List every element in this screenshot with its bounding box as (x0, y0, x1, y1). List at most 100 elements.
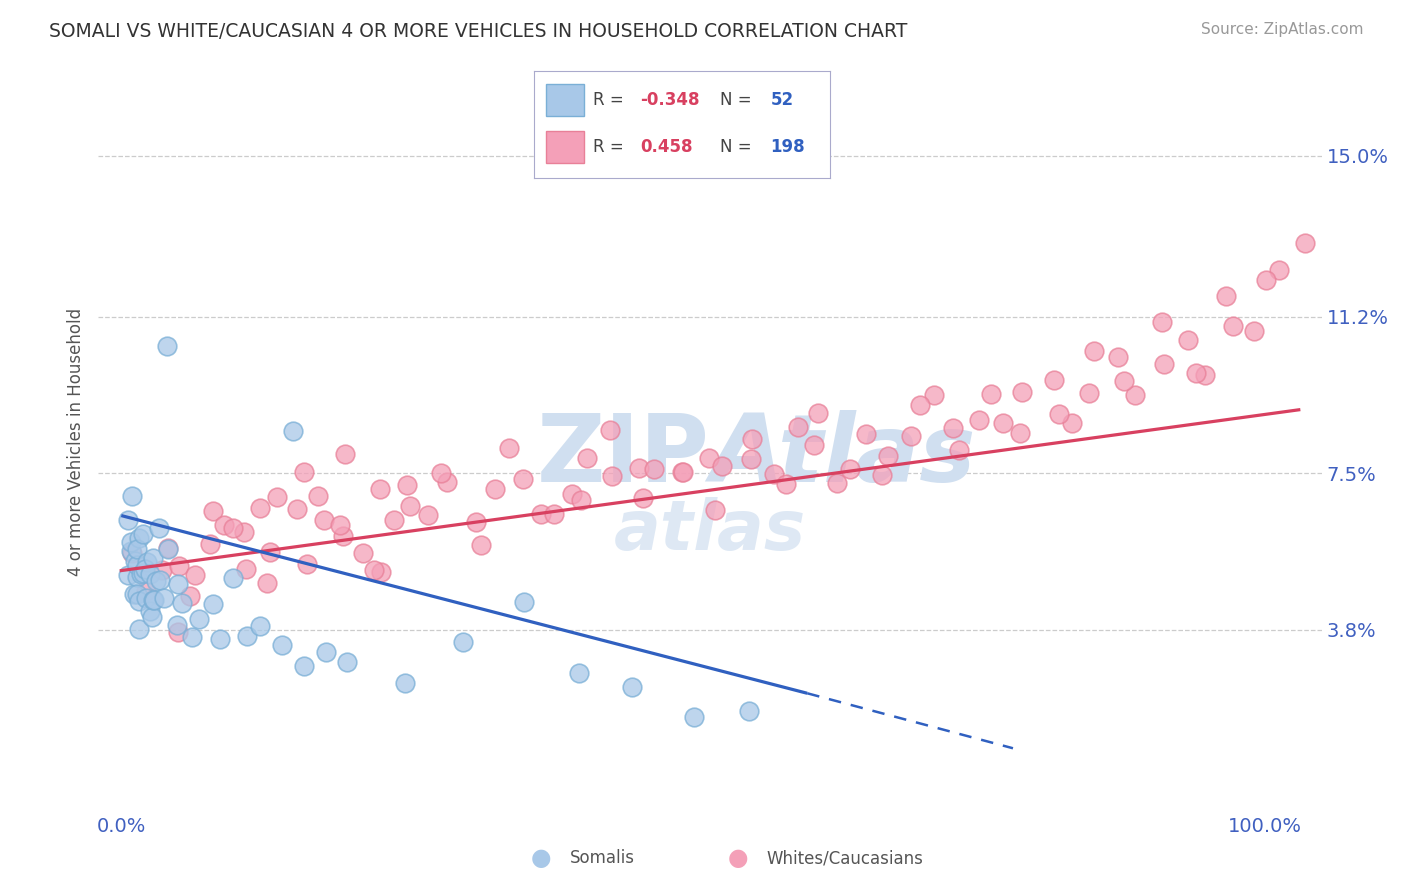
Point (908, 398, 931, 412)
Point (513, 595, 536, 609)
Point (315, 645, 337, 659)
Point (1011, 384, 1033, 399)
Point (382, 512, 405, 526)
Point (922, 388, 945, 402)
Point (1152, 315, 1174, 329)
Point (775, 476, 797, 491)
Point (122, 587, 145, 601)
Point (418, 508, 440, 522)
Text: N =: N = (720, 91, 752, 109)
Point (399, 499, 422, 513)
Point (600, 469, 623, 483)
Point (236, 629, 259, 643)
Point (117, 568, 139, 582)
Bar (546, 131, 585, 163)
Point (128, 531, 150, 545)
Point (569, 492, 592, 507)
Point (143, 592, 166, 607)
Point (464, 515, 486, 529)
Point (170, 596, 193, 610)
Point (1153, 357, 1175, 371)
Point (180, 630, 202, 644)
Point (762, 467, 785, 482)
Point (561, 487, 583, 501)
Point (948, 442, 970, 457)
Point (132, 527, 155, 541)
Point (329, 517, 352, 532)
Point (153, 591, 176, 605)
Point (451, 635, 474, 649)
Point (124, 554, 146, 568)
Point (183, 567, 205, 582)
Point (128, 622, 150, 636)
Text: Source: ZipAtlas.com: Source: ZipAtlas.com (1201, 22, 1364, 37)
Point (166, 617, 188, 632)
Text: atlas: atlas (614, 497, 806, 564)
Point (576, 450, 599, 465)
Point (1294, 235, 1316, 250)
Point (150, 563, 173, 577)
Text: ●: ● (531, 847, 551, 870)
Point (1047, 407, 1070, 421)
Point (202, 597, 225, 611)
Point (141, 609, 163, 624)
Point (352, 545, 374, 559)
Point (877, 449, 900, 463)
Point (179, 589, 201, 603)
Point (396, 478, 419, 492)
Point (221, 571, 243, 585)
Point (512, 472, 534, 486)
Point (233, 524, 256, 539)
Point (156, 541, 179, 556)
Text: Atlas: Atlas (710, 410, 976, 502)
Point (214, 518, 236, 533)
Text: 198: 198 (770, 138, 806, 156)
Point (198, 537, 221, 551)
Point (825, 476, 848, 491)
Point (149, 574, 172, 588)
Point (807, 406, 830, 420)
Point (136, 555, 159, 569)
Point (127, 542, 149, 557)
Text: Somalis: Somalis (569, 849, 634, 867)
Point (1177, 333, 1199, 347)
Point (121, 546, 143, 560)
Point (484, 482, 506, 496)
Point (142, 551, 165, 566)
Point (166, 624, 188, 639)
Point (292, 465, 315, 479)
Point (120, 535, 142, 549)
Point (470, 538, 492, 552)
Point (221, 521, 243, 535)
Point (627, 461, 650, 475)
Point (430, 466, 453, 480)
Point (134, 562, 156, 576)
Point (249, 500, 271, 515)
Point (1042, 373, 1064, 387)
Point (139, 604, 162, 618)
Point (201, 504, 224, 518)
Point (235, 562, 257, 576)
Point (117, 513, 139, 527)
Point (1194, 368, 1216, 383)
Point (436, 475, 458, 490)
Point (307, 490, 329, 504)
Text: -0.348: -0.348 (641, 91, 700, 109)
Point (738, 704, 761, 718)
Point (266, 490, 288, 504)
Point (855, 426, 877, 441)
Point (132, 566, 155, 580)
Point (870, 467, 893, 482)
Point (1114, 375, 1136, 389)
Point (333, 447, 356, 461)
Point (710, 458, 733, 473)
Text: R =: R = (593, 91, 624, 109)
Point (1254, 273, 1277, 287)
Point (208, 632, 231, 647)
Point (120, 544, 142, 558)
Point (249, 619, 271, 633)
Point (803, 438, 825, 452)
Point (568, 665, 591, 680)
Point (1107, 350, 1129, 364)
Point (672, 465, 695, 479)
